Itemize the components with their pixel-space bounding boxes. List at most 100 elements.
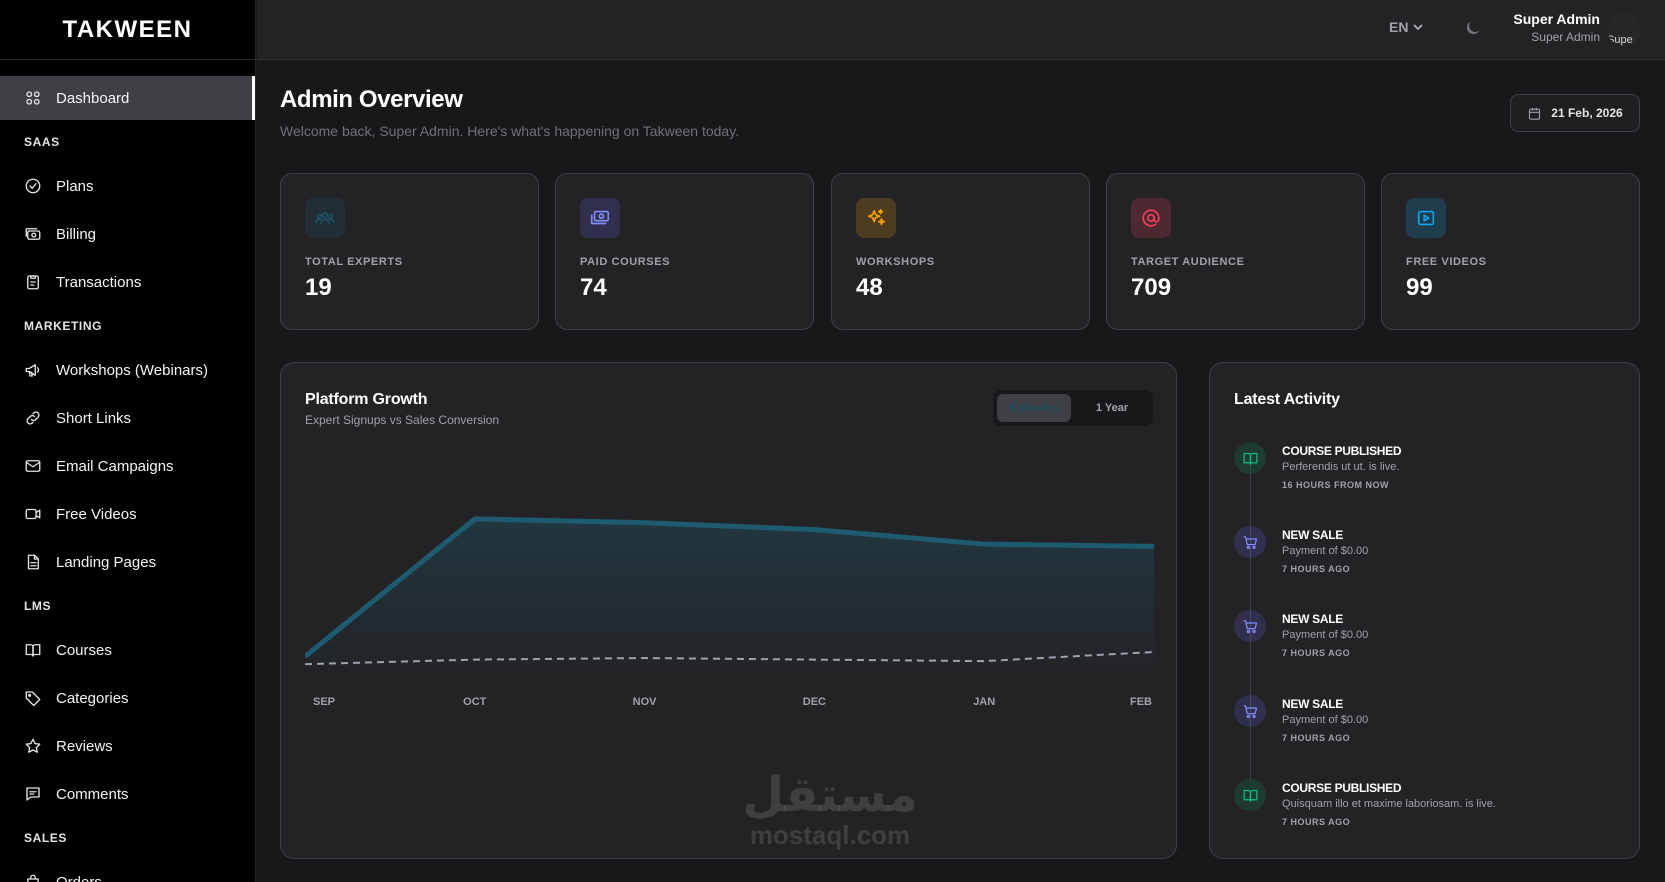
sidebar-section-marketing: MARKETING: [24, 319, 103, 333]
calendar-icon: [1529, 107, 1541, 120]
sidebar-item-reviews[interactable]: Reviews: [0, 724, 255, 768]
brand-logo[interactable]: TAKWEEN: [0, 0, 255, 60]
range-option-1-year[interactable]: 1 Year: [1095, 402, 1129, 414]
sidebar-item-label: Email Campaigns: [56, 457, 174, 475]
growth-title: Platform Growth: [305, 391, 428, 408]
x-tick-label: FEB: [1130, 696, 1152, 708]
range-option-6-months[interactable]: 6 Months: [997, 394, 1071, 422]
sidebar-item-label: Transactions: [56, 273, 142, 291]
sidebar-item-workshops[interactable]: Workshops (Webinars): [0, 348, 255, 392]
sidebar-item-label: Categories: [56, 689, 129, 707]
link-icon: [26, 411, 40, 425]
user-role: Super Admin: [1531, 30, 1600, 44]
shopping-bag-icon: [27, 874, 39, 882]
sidebar-section-saas: SAAS: [24, 135, 60, 149]
cart-icon: [1234, 610, 1266, 642]
series-line-secondary: [305, 650, 1154, 666]
sidebar-item-billing[interactable]: Billing: [0, 212, 255, 256]
video-camera-icon: [25, 508, 41, 520]
stat-label: WORKSHOPS: [856, 256, 935, 268]
sidebar-item-comments[interactable]: Comments: [0, 772, 255, 816]
stat-card-target-audience[interactable]: TARGET AUDIENCE 709: [1106, 173, 1365, 330]
topbar: EN Super Admin Super Admin Supe: [257, 0, 1665, 60]
document-icon: [27, 554, 39, 570]
activity-title: Latest Activity: [1234, 391, 1340, 408]
watermark: مستقل mostaql.com: [730, 770, 930, 850]
platform-growth-card: Platform Growth Expert Signups vs Sales …: [280, 362, 1177, 859]
stat-value: 99: [1406, 274, 1433, 301]
sidebar-item-free-videos[interactable]: Free Videos: [0, 492, 255, 536]
sidebar-nav: Dashboard SAAS Plans Billing Transaction…: [0, 60, 255, 882]
star-icon: [25, 738, 41, 753]
activity-desc: Payment of $0.00: [1282, 629, 1369, 641]
growth-chart: SEP OCT NOV DEC JAN FEB: [305, 516, 1154, 708]
activity-title: NEW SALE: [1282, 528, 1343, 542]
sidebar: TAKWEEN Dashboard SAAS Plans Billing Tra…: [0, 0, 256, 882]
sidebar-section-lms: LMS: [24, 599, 52, 613]
series-line-primary: [305, 516, 1154, 659]
range-toggle: 6 Months 1 Year: [993, 390, 1153, 426]
sidebar-item-label: Workshops (Webinars): [56, 361, 208, 379]
sidebar-item-plans[interactable]: Plans: [0, 164, 255, 208]
users-icon: [305, 198, 345, 238]
stat-label: PAID COURSES: [580, 256, 671, 268]
activity-time: 7 HOURS AGO: [1282, 648, 1351, 658]
activity-desc: Payment of $0.00: [1282, 714, 1369, 726]
activity-desc: Perferendis ut ut. is live.: [1282, 461, 1400, 473]
language-label: EN: [1389, 19, 1409, 35]
stat-card-paid-courses[interactable]: PAID COURSES 74: [555, 173, 814, 330]
stat-value: 709: [1131, 274, 1172, 301]
page-subtitle: Welcome back, Super Admin. Here's what's…: [280, 123, 740, 139]
chevron-down-icon: [1413, 24, 1424, 31]
sidebar-item-transactions[interactable]: Transactions: [0, 260, 255, 304]
activity-title: NEW SALE: [1282, 697, 1343, 711]
moon-icon: [1466, 21, 1480, 35]
sidebar-item-label: Dashboard: [56, 89, 130, 107]
stat-card-total-experts[interactable]: TOTAL EXPERTS 19: [280, 173, 539, 330]
stat-label: TOTAL EXPERTS: [305, 256, 403, 268]
stat-card-workshops[interactable]: WORKSHOPS 48: [831, 173, 1090, 330]
sidebar-item-short-links[interactable]: Short Links: [0, 396, 255, 440]
sidebar-item-label: Short Links: [56, 409, 132, 427]
activity-time: 7 HOURS AGO: [1282, 564, 1351, 574]
sidebar-item-orders[interactable]: Orders: [0, 860, 255, 882]
stat-card-free-videos[interactable]: FREE VIDEOS 99: [1381, 173, 1640, 330]
sidebar-item-label: Free Videos: [56, 505, 137, 523]
x-tick-label: OCT: [463, 696, 487, 708]
avatar-alt-text: Supe: [1607, 34, 1633, 46]
user-name: Super Admin: [1513, 11, 1600, 27]
book-open-icon: [25, 644, 41, 657]
sidebar-item-courses[interactable]: Courses: [0, 628, 255, 672]
language-selector[interactable]: EN: [1389, 19, 1424, 35]
sidebar-item-email-campaigns[interactable]: Email Campaigns: [0, 444, 255, 488]
activity-desc: Quisquam illo et maxime laboriosam. is l…: [1282, 798, 1496, 810]
user-info[interactable]: Super Admin Super Admin: [1507, 11, 1600, 44]
stat-value: 48: [856, 274, 883, 301]
sidebar-item-label: Reviews: [56, 737, 113, 755]
tag-icon: [25, 691, 41, 707]
stat-value: 19: [305, 274, 332, 301]
activity-desc: Payment of $0.00: [1282, 545, 1369, 557]
comment-icon: [26, 787, 40, 801]
sidebar-item-dashboard[interactable]: Dashboard: [0, 76, 255, 120]
x-tick-label: NOV: [633, 696, 658, 708]
x-tick-label: SEP: [313, 696, 335, 708]
money-icon: [580, 198, 620, 238]
activity-title: COURSE PUBLISHED: [1282, 781, 1402, 795]
billing-icon: [25, 228, 41, 240]
sidebar-section-sales: SALES: [24, 831, 68, 845]
theme-toggle[interactable]: [1463, 18, 1485, 40]
activity-title: NEW SALE: [1282, 612, 1343, 626]
date-label: 21 Feb, 2026: [1551, 106, 1623, 120]
x-tick-label: DEC: [803, 696, 826, 708]
date-picker-button[interactable]: 21 Feb, 2026: [1510, 94, 1640, 132]
activity-title: COURSE PUBLISHED: [1282, 444, 1402, 458]
avatar[interactable]: Supe: [1607, 12, 1641, 46]
cart-icon: [1234, 526, 1266, 558]
x-tick-label: JAN: [973, 696, 995, 708]
play-icon: [1406, 198, 1446, 238]
at-sign-icon: [1131, 198, 1171, 238]
sidebar-item-landing-pages[interactable]: Landing Pages: [0, 540, 255, 584]
mail-icon: [25, 460, 41, 472]
sidebar-item-categories[interactable]: Categories: [0, 676, 255, 720]
